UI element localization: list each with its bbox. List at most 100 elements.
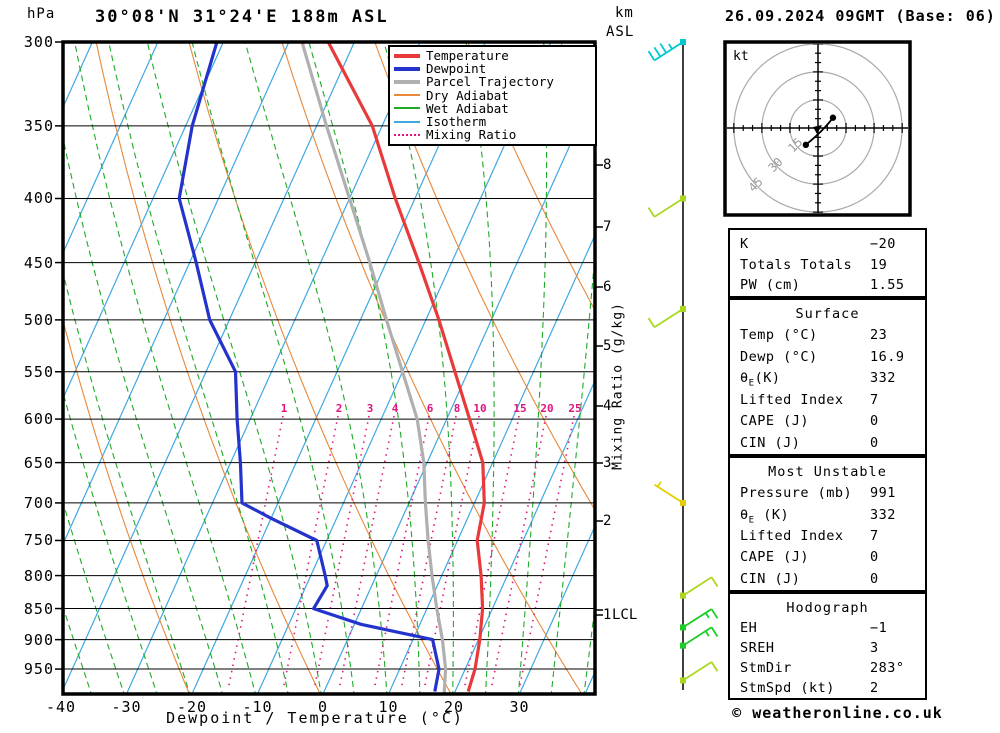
info-row: θE(K) 332	[730, 368, 925, 389]
info-row: Lifted Index 7	[730, 390, 925, 411]
info-row: CIN (J) 0	[730, 569, 925, 590]
info-row: CAPE (J) 0	[730, 411, 925, 432]
pressure-unit-label: hPa	[27, 6, 56, 22]
info-row-value: 991	[870, 485, 896, 502]
info-box-title: Hodograph	[786, 600, 869, 616]
pressure-tick-500: 500	[23, 310, 54, 329]
km-unit-label: km	[615, 5, 634, 21]
xaxis-title: Dewpoint / Temperature (°C)	[166, 709, 464, 727]
mixing-ratio-lines	[227, 415, 575, 691]
km-tick-3: 3	[603, 455, 612, 471]
info-box-title: Most Unstable	[768, 464, 887, 480]
wind-barb-700hpa	[653, 481, 686, 506]
temp-tick--20: -20	[176, 698, 208, 716]
mixing-ratio-label-10: 10	[473, 402, 487, 415]
km-tick-1: 1	[603, 607, 612, 623]
plot-background	[63, 42, 595, 694]
info-row-value: 7	[870, 391, 879, 408]
pressure-tick-400: 400	[23, 189, 54, 208]
legend-item-mixing-ratio: Mixing Ratio	[394, 127, 595, 143]
mixing-ratio-label-20: 20	[540, 402, 554, 415]
info-row-label: K	[740, 236, 749, 252]
info-row: StmDir 283°	[730, 658, 925, 678]
info-row-label: CIN (J)	[740, 434, 801, 451]
sounding-curves	[177, 42, 486, 694]
info-row: Temp (°C) 23	[730, 325, 925, 346]
mixing-ratio-label-8: 8	[453, 402, 461, 415]
info-row-value: −1	[870, 620, 888, 636]
pressure-tick-650: 650	[23, 453, 54, 472]
legend-label: Mixing Ratio	[426, 127, 517, 143]
temp-tick--10: -10	[242, 698, 273, 716]
pressure-tick-950: 950	[23, 660, 54, 679]
info-row: K −20	[730, 234, 925, 255]
temp-tick-10: 10	[378, 698, 399, 716]
legend-label: Dewpoint	[426, 61, 487, 77]
info-row-value: 0	[870, 549, 879, 566]
info-row-value: 19	[870, 256, 888, 273]
wind-barb-910hpa	[680, 626, 719, 649]
info-row: CAPE (J) 0	[730, 547, 925, 568]
wind-barb-880hpa	[680, 608, 719, 631]
info-row-value: 1.55	[870, 277, 905, 294]
legend-item-wet-adiabat: Wet Adiabat	[394, 101, 595, 116]
pressure-tick-800: 800	[23, 566, 54, 585]
info-row: θE (K) 332	[730, 505, 925, 526]
legend-item-parcel-trajectory: Parcel Trajectory	[394, 74, 595, 89]
pressure-tick-300: 300	[23, 33, 54, 51]
wind-barb-400hpa	[647, 195, 686, 218]
plot-border	[61, 40, 597, 696]
legend-label: Isotherm	[426, 114, 487, 130]
hodograph-border	[723, 40, 912, 217]
info-row-label: PW (cm)	[740, 277, 801, 294]
pressure-tick-450: 450	[23, 253, 54, 272]
info-row-label: Lifted Index	[740, 527, 844, 544]
wind-barb-column	[647, 39, 719, 690]
info-box-most-unstable: Most Unstable Pressure (mb) 991 θE (K) 332 Li…	[728, 456, 927, 592]
page-title: 30°08'N 31°24'E 188m ASL	[95, 7, 389, 27]
legend-label: Dry Adiabat	[426, 87, 509, 103]
info-row-label: CAPE (J)	[740, 549, 810, 566]
wind-barb-300hpa	[647, 39, 686, 62]
legend-item-isotherm: Isotherm	[394, 114, 595, 130]
info-row: Lifted Index 7	[730, 526, 925, 547]
hodograph-arrowhead	[813, 125, 822, 134]
info-row-value: 2	[870, 680, 879, 696]
mixing-ratio-label-3: 3	[366, 402, 374, 415]
legend-swatch	[394, 94, 420, 97]
legend-swatch	[394, 107, 420, 110]
info-row-label: SREH	[740, 640, 775, 656]
wind-barb-830hpa	[680, 576, 719, 599]
legend-item-dewpoint: Dewpoint	[394, 61, 595, 77]
info-row-value: 332	[870, 506, 896, 523]
temp-tick--30: -30	[111, 698, 142, 716]
legend: Temperature Dewpoint Parcel Trajectory Dry …	[388, 45, 597, 146]
info-row: Totals Totals 19	[730, 255, 925, 276]
info-row: StmSpd (kt) 2	[730, 678, 925, 698]
pressure-tick-750: 750	[23, 531, 54, 550]
legend-swatch	[394, 120, 420, 123]
km-tick-6: 6	[603, 279, 612, 295]
mixing-ratio-label-1: 1	[280, 402, 288, 415]
km-tick-4: 4	[603, 398, 612, 414]
lcl-label: LCL	[612, 607, 638, 623]
info-box-indices: K −20 Totals Totals 19 PW (cm) 1.55	[728, 228, 927, 298]
info-box-hodograph: Hodograph EH −1 SREH 3 StmDir 283° StmSpd (kt) 2	[728, 592, 927, 700]
hodograph-trace	[805, 117, 834, 146]
pressure-tick-700: 700	[23, 493, 54, 512]
pressure-tick-850: 850	[23, 599, 54, 618]
legend-swatch	[394, 79, 420, 84]
info-row-label: θE(K)	[740, 370, 781, 389]
curve-temperature	[326, 42, 486, 692]
info-row-label: Temp (°C)	[740, 327, 818, 344]
info-row-value: 0	[870, 570, 879, 587]
info-row-label: Totals Totals	[740, 256, 853, 273]
wind-barb-490hpa	[647, 305, 686, 329]
asl-unit-label: ASL	[606, 24, 635, 40]
mixing-ratio-label-25: 25	[568, 402, 582, 415]
hodograph-ring-label: 15	[785, 135, 805, 155]
info-row-value: 23	[870, 327, 888, 344]
info-row: Pressure (mb) 991	[730, 483, 925, 504]
info-row-label: θE (K)	[740, 506, 790, 526]
